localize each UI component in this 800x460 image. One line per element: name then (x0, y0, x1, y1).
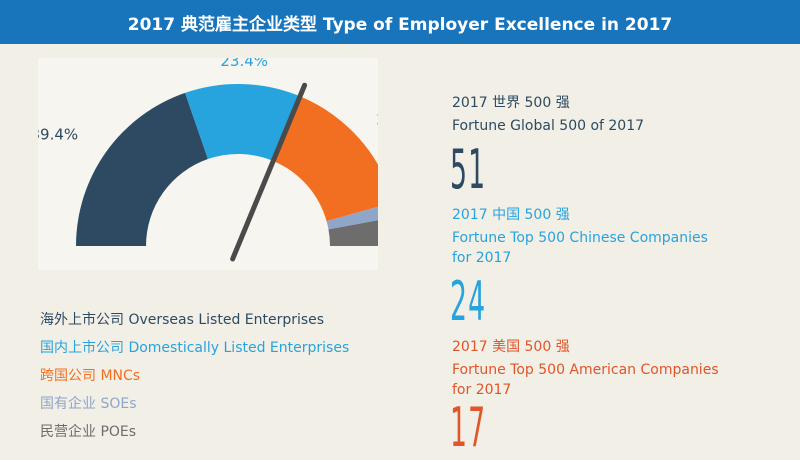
gauge-label-mnc: 28.5% (376, 111, 378, 129)
header-banner: 2017 典范雇主企业类型 Type of Employer Excellenc… (0, 0, 800, 44)
stat-china-value: 24 (450, 270, 487, 333)
legend-item-soe: 国有企业 SOEs (40, 396, 137, 412)
stat-global-value: 51 (450, 138, 487, 201)
stat-us-value: 17 (450, 396, 487, 459)
gauge-segment-soe (326, 206, 378, 230)
gauge-chart: 39.4%23.4%28.5%2.9%5.8% (38, 58, 378, 262)
gauge-segment-overseas (76, 92, 208, 246)
stat-china-subtitle: Fortune Top 500 Chinese Companies for 20… (452, 230, 708, 266)
gauge-needle (230, 82, 308, 262)
legend-item-overseas: 海外上市公司 Overseas Listed Enterprises (40, 312, 325, 328)
gauge-panel: 39.4%23.4%28.5%2.9%5.8% (38, 58, 378, 270)
stat-china: 2017 中国 500 强 Fortune Top 500 Chinese Co… (452, 204, 708, 268)
gauge-segment-domestic (185, 84, 302, 162)
gauge-label-domestic: 23.4% (220, 58, 268, 70)
stat-global-subtitle: Fortune Global 500 of 2017 (452, 118, 645, 134)
gauge-segment-mnc (274, 96, 378, 222)
stat-us-subtitle: Fortune Top 500 American Companies for 2… (452, 362, 719, 398)
legend: 海外上市公司 Overseas Listed Enterprises 国内上市公… (40, 306, 349, 446)
legend-item-domestic: 国内上市公司 Domestically Listed Enterprises (40, 340, 350, 356)
stat-global: 2017 世界 500 强 Fortune Global 500 of 2017 (452, 92, 644, 136)
gauge-segment-poe (328, 220, 378, 246)
page-title: 2017 典范雇主企业类型 Type of Employer Excellenc… (127, 14, 673, 35)
stat-us: 2017 美国 500 强 Fortune Top 500 American C… (452, 336, 719, 400)
legend-item-poe: 民营企业 POEs (40, 424, 137, 440)
stat-china-title: 2017 中国 500 强 (452, 207, 570, 223)
legend-item-mnc: 跨国公司 MNCs (40, 368, 141, 384)
stat-global-title: 2017 世界 500 强 (452, 95, 570, 111)
stat-us-title: 2017 美国 500 强 (452, 339, 570, 355)
gauge-label-overseas: 39.4% (38, 125, 78, 143)
